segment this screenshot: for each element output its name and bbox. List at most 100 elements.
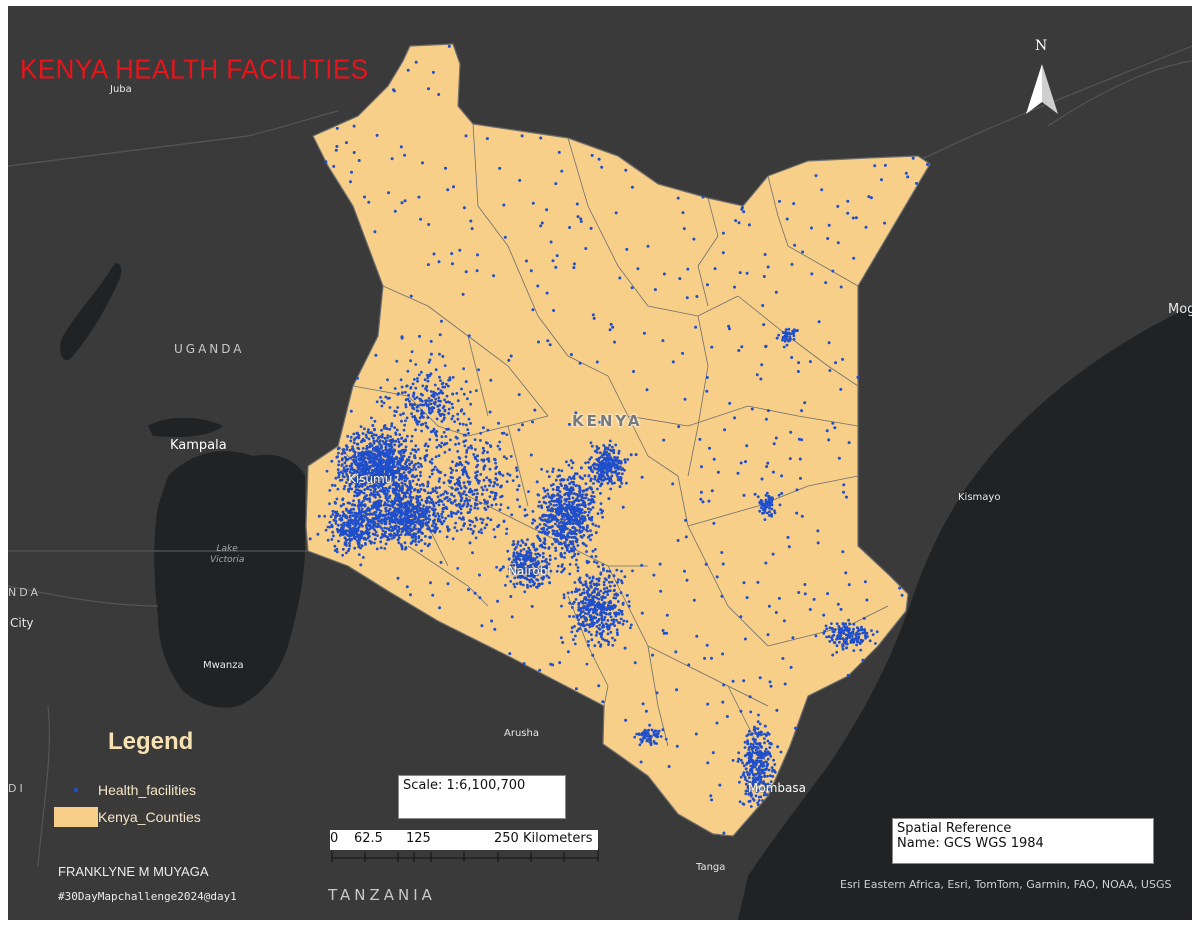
health-facility-point [426, 426, 430, 430]
health-facility-point [390, 422, 394, 426]
health-facility-point [353, 503, 357, 507]
health-facility-point [424, 458, 427, 462]
health-facility-point [587, 640, 590, 643]
health-facility-point [800, 409, 804, 413]
health-facility-point [597, 627, 601, 630]
health-facility-point [360, 520, 364, 524]
health-facility-point [763, 771, 766, 775]
health-facility-point [565, 516, 569, 519]
health-facility-point [531, 420, 535, 424]
health-facility-point [825, 627, 829, 631]
health-facility-point [373, 455, 377, 458]
health-facility-point [621, 472, 624, 476]
health-facility-point [392, 502, 395, 506]
health-facility-point [782, 331, 786, 335]
health-facility-point [505, 433, 509, 436]
health-facility-point [548, 343, 552, 347]
health-facility-point [583, 591, 586, 595]
health-facility-point [477, 481, 480, 485]
health-facility-point [522, 547, 526, 551]
health-facility-point [567, 500, 571, 504]
health-facility-point [516, 488, 519, 492]
health-facility-point [795, 329, 799, 332]
health-facility-point [600, 614, 604, 618]
health-facility-point [594, 548, 597, 551]
health-facility-point [426, 480, 430, 484]
health-facility-point [427, 517, 431, 521]
health-facility-point [570, 466, 574, 470]
health-facility-point [602, 587, 606, 591]
health-facility-point [400, 517, 403, 521]
health-facility-point [390, 518, 394, 522]
health-facility-point [331, 530, 335, 534]
health-facility-point [479, 517, 483, 521]
health-facility-point [389, 461, 393, 464]
health-facility-point [594, 611, 598, 615]
health-facility-point [417, 540, 421, 544]
health-facility-point [605, 639, 609, 642]
health-facility-point [541, 552, 545, 555]
health-facility-point [394, 431, 397, 435]
health-facility-point [390, 537, 394, 540]
health-facility-point [851, 216, 855, 220]
health-facility-point [512, 553, 516, 556]
health-facility-point [564, 545, 568, 548]
health-facility-point [772, 758, 775, 762]
health-facility-point [437, 396, 441, 400]
health-facility-point [416, 490, 420, 494]
health-facility-point [452, 185, 455, 189]
health-facility-point [845, 495, 848, 499]
health-facility-point [383, 424, 386, 428]
health-facility-point [596, 512, 600, 515]
health-facility-point [602, 596, 606, 599]
health-facility-point [426, 379, 430, 383]
health-facility-point [541, 555, 545, 559]
health-facility-point [446, 499, 450, 503]
health-facility-point [581, 518, 585, 522]
health-facility-point [608, 569, 612, 573]
health-facility-point [343, 541, 347, 544]
health-facility-point [415, 419, 418, 422]
health-facility-point [563, 556, 566, 559]
health-facility-point [511, 543, 515, 547]
health-facility-point [646, 738, 649, 741]
health-facility-point [542, 526, 546, 530]
health-facility-point [370, 512, 374, 516]
health-facility-point [584, 627, 587, 631]
health-facility-point [409, 294, 413, 298]
health-facility-point [748, 695, 752, 699]
health-facility-point [356, 471, 359, 475]
health-facility-point [547, 525, 551, 529]
health-facility-point [773, 763, 777, 766]
health-facility-point [477, 368, 480, 372]
health-facility-point [542, 529, 546, 532]
health-facility-point [368, 456, 371, 459]
health-facility-point [398, 443, 402, 447]
health-facility-point [871, 633, 875, 636]
health-facility-point [592, 607, 596, 611]
health-facility-point [351, 532, 355, 536]
health-facility-point [602, 583, 606, 587]
health-facility-point [348, 521, 352, 525]
health-facility-point [571, 496, 575, 500]
health-facility-point [737, 349, 741, 352]
health-facility-point [525, 259, 528, 263]
health-facility-point [527, 546, 531, 550]
health-facility-point [396, 438, 400, 441]
health-facility-point [595, 360, 599, 364]
health-facility-point [409, 468, 413, 472]
health-facility-point [665, 613, 669, 617]
health-facility-point [390, 514, 393, 517]
health-facility-point [503, 235, 507, 239]
health-facility-point [648, 734, 652, 738]
map-canvas[interactable] [8, 6, 1192, 920]
health-facility-point [433, 383, 437, 387]
health-facility-point [329, 515, 333, 518]
health-facility-point [592, 590, 596, 594]
health-facility-point [405, 504, 409, 508]
health-facility-point [369, 458, 373, 462]
health-facility-point [351, 514, 355, 517]
health-facility-point [548, 554, 552, 558]
health-facility-point [600, 165, 604, 169]
health-facility-point [541, 514, 544, 518]
